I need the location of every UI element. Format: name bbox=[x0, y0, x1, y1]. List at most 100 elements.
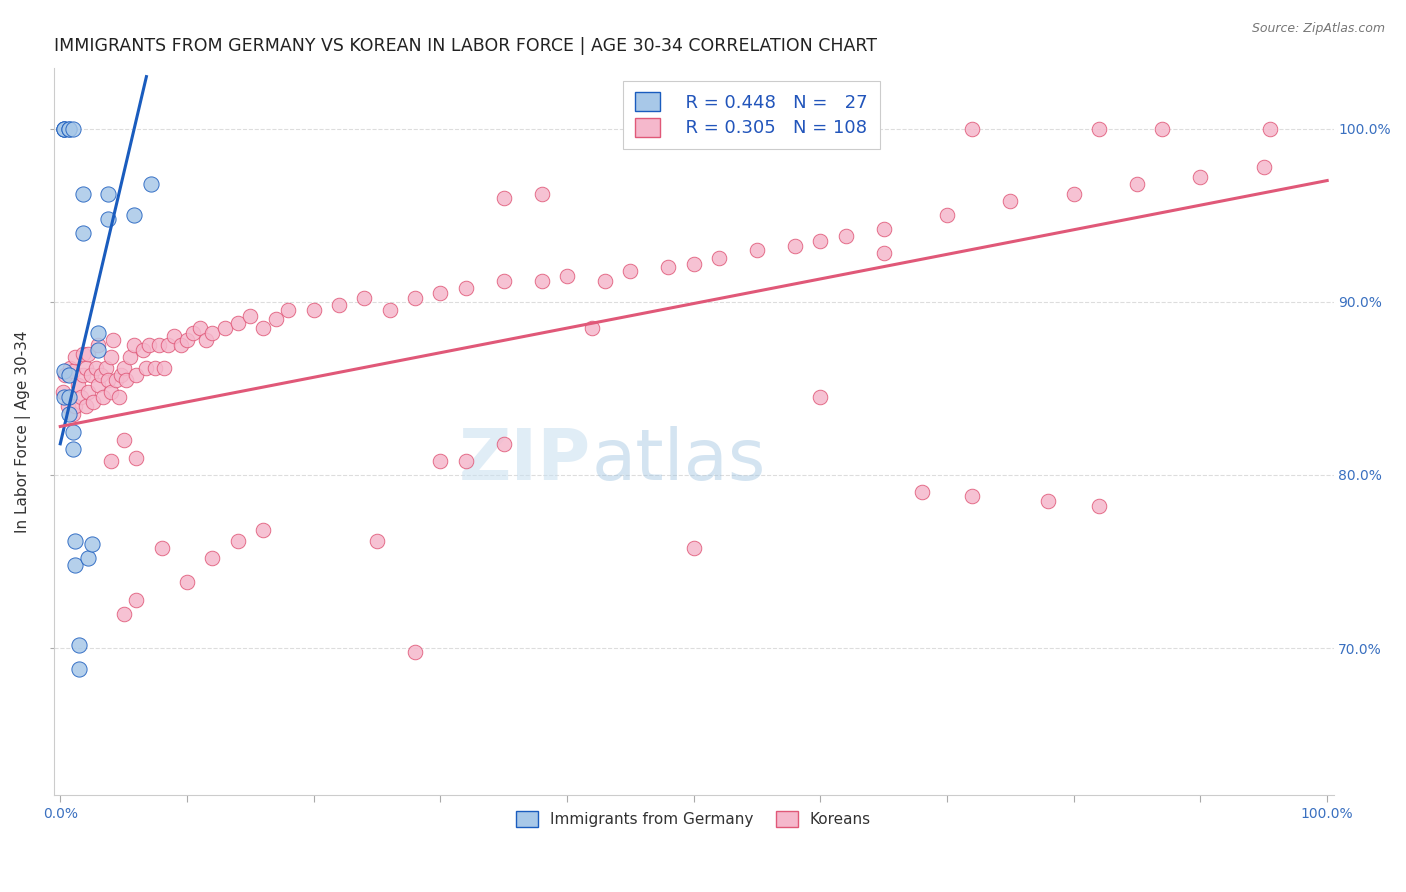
Point bbox=[77, 384, 100, 399]
Point bbox=[176, 333, 198, 347]
Point bbox=[75, 360, 97, 375]
Point bbox=[125, 450, 148, 465]
Point bbox=[53, 390, 76, 404]
Point bbox=[555, 268, 578, 283]
Point bbox=[58, 368, 80, 382]
Point bbox=[593, 274, 616, 288]
Point bbox=[115, 373, 138, 387]
Point bbox=[962, 121, 984, 136]
Point bbox=[53, 368, 76, 382]
Point bbox=[69, 390, 91, 404]
Point bbox=[82, 395, 104, 409]
Point bbox=[112, 360, 135, 375]
Point bbox=[143, 360, 166, 375]
Point bbox=[1258, 121, 1281, 136]
Point bbox=[353, 291, 375, 305]
Point bbox=[530, 274, 553, 288]
Point bbox=[214, 320, 236, 334]
Point bbox=[100, 384, 122, 399]
Point bbox=[125, 592, 148, 607]
Text: ZIP: ZIP bbox=[460, 426, 592, 495]
Point bbox=[745, 243, 768, 257]
Point bbox=[148, 338, 170, 352]
Point bbox=[530, 187, 553, 202]
Point bbox=[87, 338, 110, 352]
Point bbox=[72, 187, 94, 202]
Point bbox=[429, 286, 451, 301]
Point bbox=[58, 121, 80, 136]
Point bbox=[103, 333, 125, 347]
Point bbox=[657, 260, 679, 274]
Point bbox=[53, 121, 76, 136]
Point bbox=[1253, 160, 1275, 174]
Point bbox=[75, 399, 97, 413]
Point bbox=[131, 343, 153, 358]
Point bbox=[66, 378, 89, 392]
Point bbox=[492, 437, 515, 451]
Point bbox=[156, 338, 179, 352]
Point bbox=[328, 298, 350, 312]
Point bbox=[1152, 121, 1174, 136]
Point bbox=[84, 360, 107, 375]
Point bbox=[835, 121, 858, 136]
Point bbox=[67, 638, 90, 652]
Point bbox=[1189, 170, 1212, 185]
Point bbox=[77, 347, 100, 361]
Point bbox=[87, 343, 110, 358]
Point bbox=[302, 303, 325, 318]
Point bbox=[100, 454, 122, 468]
Point bbox=[252, 524, 274, 538]
Text: Source: ZipAtlas.com: Source: ZipAtlas.com bbox=[1251, 22, 1385, 36]
Point bbox=[135, 360, 157, 375]
Point bbox=[53, 121, 76, 136]
Point bbox=[366, 533, 388, 548]
Point bbox=[1063, 187, 1085, 202]
Point bbox=[62, 442, 84, 456]
Point bbox=[581, 320, 603, 334]
Point bbox=[87, 378, 110, 392]
Point bbox=[226, 533, 249, 548]
Point bbox=[56, 399, 79, 413]
Point bbox=[112, 434, 135, 448]
Point bbox=[65, 558, 87, 572]
Point bbox=[141, 177, 163, 191]
Point bbox=[454, 281, 477, 295]
Point bbox=[153, 360, 176, 375]
Point bbox=[226, 316, 249, 330]
Text: IMMIGRANTS FROM GERMANY VS KOREAN IN LABOR FORCE | AGE 30-34 CORRELATION CHART: IMMIGRANTS FROM GERMANY VS KOREAN IN LAB… bbox=[53, 37, 877, 55]
Point bbox=[94, 360, 117, 375]
Point bbox=[404, 291, 426, 305]
Point bbox=[58, 390, 80, 404]
Point bbox=[873, 222, 896, 236]
Point bbox=[429, 454, 451, 468]
Point bbox=[911, 485, 934, 500]
Point bbox=[176, 575, 198, 590]
Point bbox=[62, 425, 84, 439]
Point bbox=[52, 384, 75, 399]
Point bbox=[163, 329, 186, 343]
Point bbox=[53, 121, 76, 136]
Point bbox=[201, 551, 224, 566]
Point bbox=[936, 208, 959, 222]
Point bbox=[110, 368, 132, 382]
Point bbox=[62, 121, 84, 136]
Point bbox=[138, 338, 160, 352]
Point bbox=[239, 309, 262, 323]
Point bbox=[1038, 494, 1060, 508]
Point bbox=[404, 645, 426, 659]
Point bbox=[150, 541, 173, 555]
Point bbox=[169, 338, 191, 352]
Point bbox=[492, 274, 515, 288]
Point bbox=[77, 551, 100, 566]
Point bbox=[873, 246, 896, 260]
Point bbox=[105, 373, 128, 387]
Point bbox=[65, 350, 87, 364]
Point bbox=[97, 373, 120, 387]
Point bbox=[619, 263, 641, 277]
Point bbox=[201, 326, 224, 340]
Point bbox=[122, 208, 145, 222]
Point bbox=[90, 368, 112, 382]
Point bbox=[112, 607, 135, 621]
Point bbox=[264, 312, 287, 326]
Point bbox=[378, 303, 401, 318]
